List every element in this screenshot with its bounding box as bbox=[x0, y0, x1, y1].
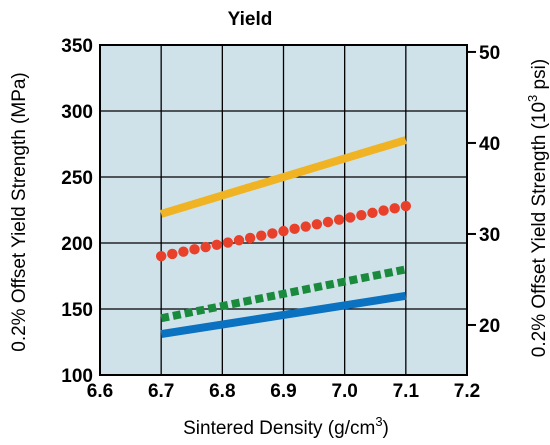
series-1-dot bbox=[189, 244, 200, 255]
series-3 bbox=[160, 291, 407, 339]
x-tick-label-2: 6.8 bbox=[209, 381, 235, 402]
x-tick-label-6: 7.2 bbox=[454, 381, 480, 402]
y-axis-label: 0.2% Offset Yield Strength (MPa) bbox=[9, 72, 30, 352]
series-2 bbox=[160, 265, 407, 323]
y-tick-label-5: 350 bbox=[61, 36, 93, 57]
y-tick-label-3: 250 bbox=[61, 168, 93, 189]
y2-axis-label-main: 0.2% Offset Yield Strength (10 bbox=[529, 102, 550, 357]
y-tick-label-0: 100 bbox=[61, 366, 93, 387]
series-0 bbox=[160, 136, 407, 218]
series-1-dot bbox=[167, 248, 178, 260]
x-axis-label-superscript: 3 bbox=[375, 414, 382, 429]
series-layer bbox=[155, 136, 412, 339]
x-tick-label-5: 7.1 bbox=[393, 381, 420, 402]
series-1-dot bbox=[244, 232, 256, 244]
x-tick-label-0: 6.6 bbox=[87, 381, 113, 402]
series-1-dot bbox=[178, 246, 189, 257]
series-1-dot bbox=[233, 235, 245, 246]
series-1-dot bbox=[367, 207, 378, 219]
x-axis-label-main: Sintered Density (g/cm bbox=[183, 418, 375, 439]
series-1-dot bbox=[267, 228, 278, 239]
y2-axis-label: 0.2% Offset Yield Strength (103 psi) bbox=[525, 59, 550, 357]
y-tick-label-1: 150 bbox=[61, 300, 93, 321]
series-1-dot bbox=[200, 241, 211, 253]
series-1 bbox=[155, 200, 412, 262]
series-1-dot bbox=[256, 230, 267, 241]
series-1-dot bbox=[345, 212, 356, 223]
y2-tick-label-2: 40 bbox=[479, 134, 500, 155]
y2-tick-label-1: 30 bbox=[479, 225, 500, 246]
x-tick-label-3: 6.9 bbox=[270, 381, 296, 402]
y2-axis-label-superscript: 3 bbox=[525, 95, 540, 102]
x-axis-label-tail: ) bbox=[383, 418, 389, 439]
series-1-dot bbox=[378, 205, 389, 216]
plot-border bbox=[99, 44, 468, 376]
series-1-dot bbox=[278, 225, 289, 237]
tick-layer: 6.6 6.7 6.8 6.9 7.0 7.1 7.2 100 150 200 250 300 350 2… bbox=[61, 36, 500, 402]
y2-tick-label-3: 50 bbox=[479, 43, 500, 64]
x-axis-label: Sintered Density (g/cm3) bbox=[183, 414, 389, 439]
series-1-dot bbox=[356, 209, 367, 221]
x-tick-label-4: 7.0 bbox=[331, 381, 357, 402]
series-1-dot bbox=[311, 219, 323, 230]
series-1-dot bbox=[322, 216, 334, 228]
x-tick-label-1: 6.7 bbox=[148, 381, 174, 402]
series-1-dot bbox=[155, 251, 167, 262]
series-1-dot bbox=[300, 221, 311, 232]
series-1-dot bbox=[333, 214, 345, 225]
series-1-dot bbox=[222, 237, 234, 248]
series-1-dot bbox=[289, 223, 300, 235]
series-1-dot bbox=[211, 239, 222, 250]
series-1-dot bbox=[389, 203, 400, 214]
y2-axis-label-tail: psi) bbox=[529, 59, 550, 95]
y-tick-label-4: 300 bbox=[61, 102, 93, 123]
y2-tick-label-0: 20 bbox=[479, 316, 500, 337]
series-1-dot bbox=[400, 200, 412, 212]
chart-title: Yield bbox=[228, 9, 273, 30]
y-tick-label-2: 200 bbox=[61, 234, 93, 255]
